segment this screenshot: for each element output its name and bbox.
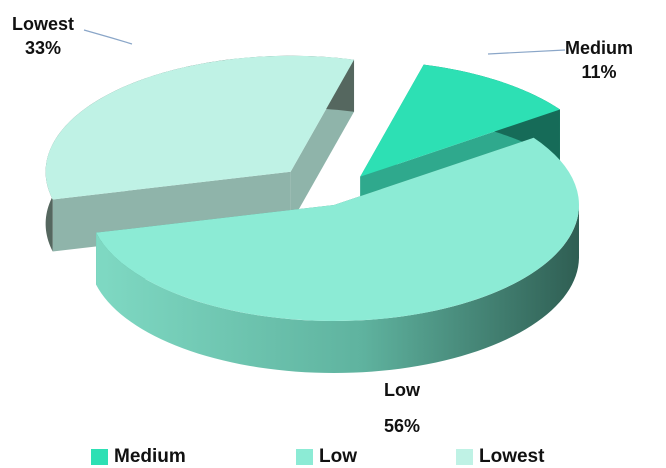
pie-slice-low: [96, 137, 580, 322]
data-label-medium-value: 11%: [581, 62, 617, 82]
data-label-low-name: Low: [384, 380, 421, 400]
data-label-low: Low 56%: [384, 378, 420, 438]
data-label-medium-name: Medium: [565, 38, 634, 58]
legend-label-lowest: Lowest: [479, 446, 545, 467]
leader-line-lowest: [83, 29, 133, 45]
data-label-low-value: 56%: [384, 416, 421, 436]
legend-swatch-medium: [91, 449, 108, 465]
data-label-lowest-value: 33%: [24, 38, 62, 58]
pie-chart-graphic: [45, 29, 580, 373]
pie-slice-low-side-0: [96, 205, 579, 373]
data-label-lowest-name: Lowest: [12, 14, 75, 34]
data-label-medium: Medium 11%: [565, 36, 633, 84]
legend-label-medium: Medium: [114, 446, 186, 467]
pie-slice-lowest: [45, 55, 355, 200]
legend-swatch-lowest: [456, 449, 473, 465]
legend-item-lowest: Lowest: [456, 446, 544, 468]
legend-swatch-low: [296, 449, 313, 465]
pie-slice-medium: [360, 64, 560, 177]
data-label-lowest: Lowest 33%: [12, 12, 74, 60]
legend: Medium Low Lowest: [0, 446, 666, 468]
legend-item-medium: Medium: [91, 446, 186, 468]
leader-line-medium: [487, 49, 566, 55]
legend-item-low: Low: [296, 446, 357, 468]
legend-label-low: Low: [319, 446, 357, 467]
